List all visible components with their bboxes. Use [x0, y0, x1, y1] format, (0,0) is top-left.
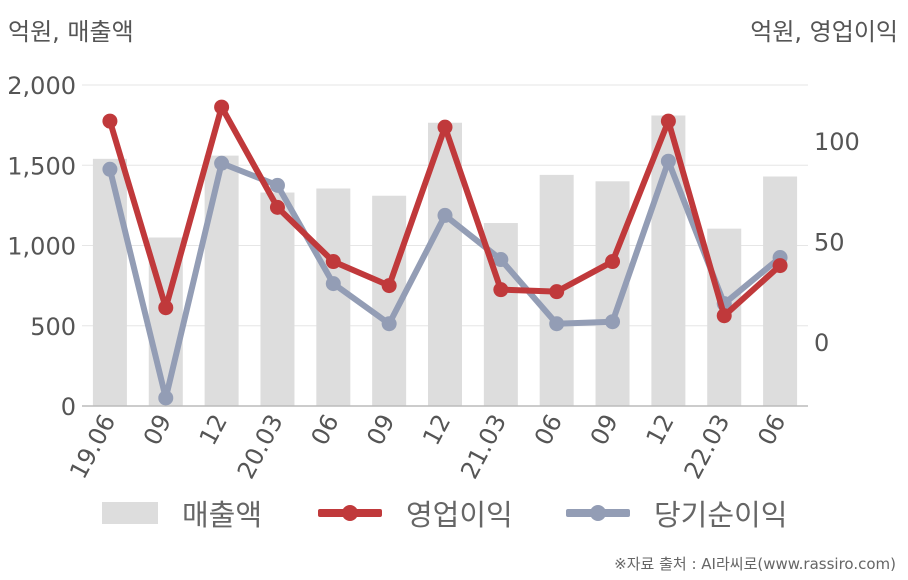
revenue-bar: [428, 122, 462, 406]
x-tick-label: 09: [361, 410, 400, 450]
y-left-tick-label: 2,000: [7, 72, 76, 100]
net-income-point: [269, 177, 285, 193]
net-income-point: [158, 390, 174, 406]
source-credit: ※자료 출처 : AI라씨로(www.rassiro.com): [614, 555, 896, 573]
revenue-bar: [260, 192, 295, 406]
net-income-point: [605, 314, 621, 330]
net-income-point: [214, 155, 230, 171]
legend-item-revenue: 매출액: [102, 490, 262, 536]
operating-profit-point: [437, 119, 453, 135]
right-axis-unit-label: 억원, 영업이익: [750, 18, 898, 46]
operating-profit-point: [269, 199, 285, 215]
net-income-point: [660, 153, 676, 169]
legend-item-operating-profit: 영업이익: [318, 490, 513, 536]
revenue-bar: [92, 158, 127, 406]
y-left-tick-label: 0: [61, 393, 76, 421]
net-income-point: [549, 316, 565, 332]
x-tick-label: 12: [641, 410, 680, 450]
operating-profit-point: [493, 282, 509, 298]
x-tick-label: 20.03: [232, 410, 289, 480]
x-tick-label: 12: [194, 410, 233, 450]
revenue-bar: [204, 155, 239, 406]
legend-swatch-net-income: [566, 502, 630, 524]
x-tick-label: 06: [752, 410, 791, 450]
operating-profit-point: [325, 254, 341, 270]
revenue-bar: [763, 176, 798, 406]
net-income-point: [381, 316, 397, 332]
x-tick-label: 22.03: [679, 410, 736, 480]
legend-swatch-operating-profit: [318, 502, 382, 524]
y-left-tick-label: 500: [30, 313, 76, 341]
net-income-point: [325, 276, 341, 292]
x-tick-label: 12: [417, 410, 456, 450]
x-tick-label: 06: [306, 410, 345, 450]
operating-profit-point: [716, 308, 732, 324]
x-tick-label: 09: [585, 410, 624, 450]
operating-profit-point: [381, 278, 397, 294]
legend: 매출액 영업이익 당기순이익: [0, 490, 908, 540]
net-income-point: [102, 161, 118, 177]
y-right-tick-label: 50: [814, 228, 845, 256]
legend-item-net-income: 당기순이익: [566, 490, 787, 536]
operating-profit-point: [605, 254, 621, 270]
net-income-point: [493, 252, 509, 268]
x-tick-label: 06: [529, 410, 568, 450]
legend-swatch-revenue: [102, 502, 158, 524]
left-axis-unit-label: 억원, 매출액: [8, 18, 134, 46]
legend-label-revenue: 매출액: [182, 498, 263, 532]
operating-profit-point: [158, 300, 174, 316]
y-left-tick-label: 1,000: [7, 233, 76, 261]
operating-profit-point: [102, 113, 118, 129]
net-income-point: [437, 207, 453, 223]
operating-profit-point: [549, 284, 565, 300]
operating-profit-point: [772, 258, 788, 274]
operating-profit-point: [214, 99, 230, 115]
y-right-tick-label: 0: [814, 329, 829, 357]
y-right-tick-label: 100: [814, 128, 860, 156]
y-left-tick-label: 1,500: [7, 152, 76, 180]
legend-label-operating-profit: 영업이익: [406, 498, 513, 532]
revenue-bar: [316, 188, 351, 406]
x-tick-label: 09: [138, 410, 177, 450]
x-tick-label: 21.03: [455, 410, 512, 480]
legend-label-net-income: 당기순이익: [654, 498, 788, 532]
operating-profit-point: [660, 113, 676, 129]
